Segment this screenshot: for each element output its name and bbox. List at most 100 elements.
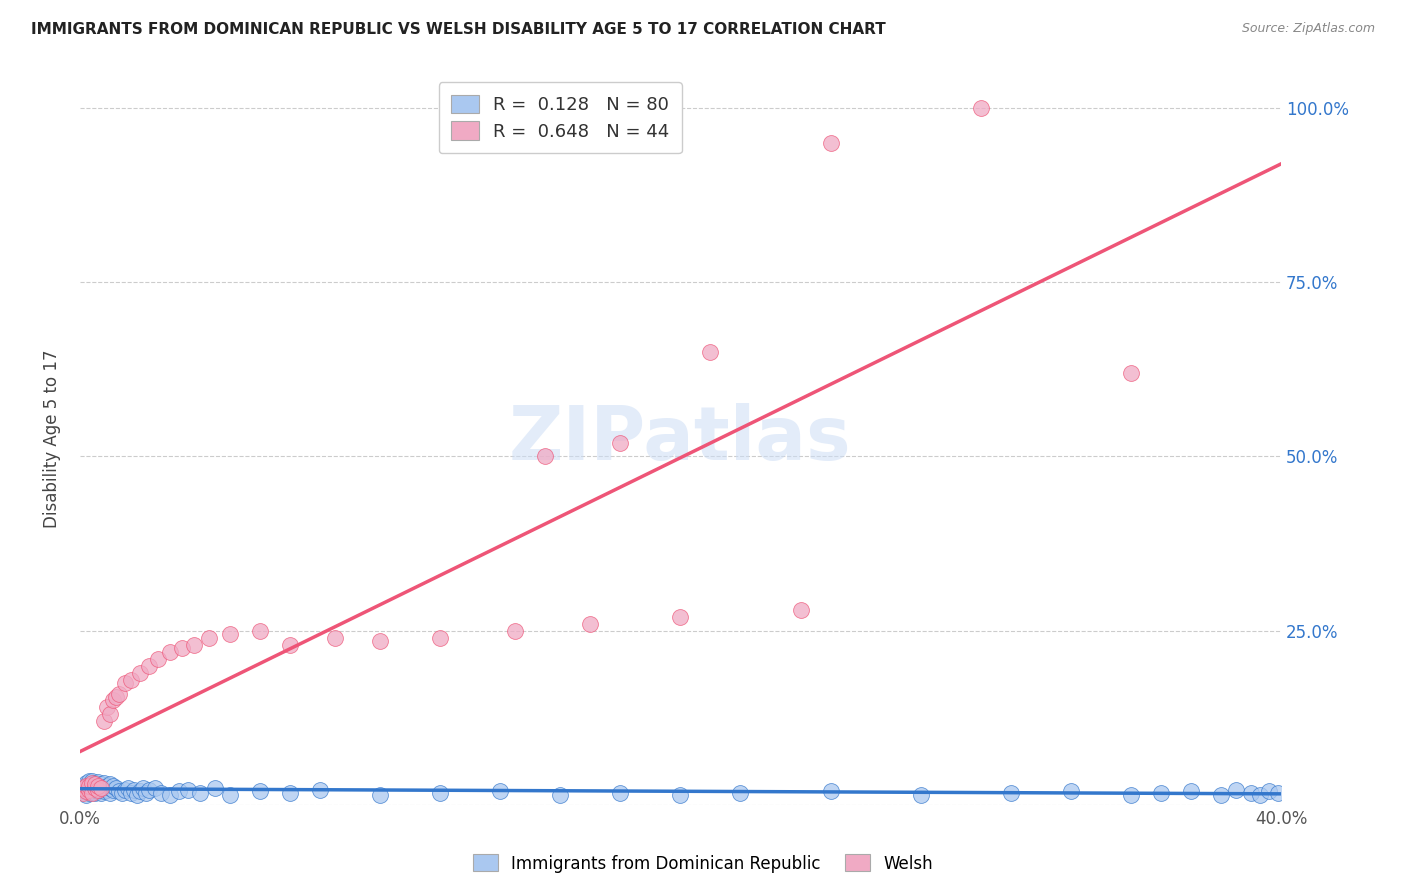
Point [550, 788, 572, 802]
Point [72, 784, 94, 798]
Point [72, 785, 94, 799]
Point [98, 777, 121, 791]
Point [83, 776, 105, 790]
Point [609, 435, 631, 450]
Point [80, 780, 103, 795]
Point [323, 631, 346, 645]
Point [98, 780, 121, 795]
Point [138, 658, 160, 673]
Point [96, 782, 118, 797]
Point [83, 785, 105, 799]
Point [77, 773, 100, 788]
Point [503, 624, 526, 638]
Point [75, 776, 97, 790]
Point [87, 784, 110, 798]
Point [820, 136, 842, 150]
Point [90, 785, 112, 799]
Point [96, 700, 118, 714]
Text: IMMIGRANTS FROM DOMINICAN REPUBLIC VS WELSH DISABILITY AGE 5 TO 17 CORRELATION C: IMMIGRANTS FROM DOMINICAN REPUBLIC VS WE… [31, 22, 886, 37]
Point [98, 785, 121, 799]
Point [730, 785, 752, 799]
Point [77, 782, 100, 797]
Point [188, 785, 211, 799]
Point [75, 779, 97, 793]
Point [87, 775, 110, 789]
Point [146, 651, 169, 665]
Point [83, 780, 105, 795]
Point [138, 782, 160, 797]
Point [83, 779, 105, 793]
Point [87, 779, 110, 793]
Point [75, 782, 97, 797]
Point [970, 101, 993, 115]
Point [132, 780, 155, 795]
Point [204, 780, 226, 795]
Point [93, 714, 115, 729]
Point [1258, 784, 1281, 798]
Point [278, 785, 301, 799]
Legend: R =  0.128   N = 80, R =  0.648   N = 44: R = 0.128 N = 80, R = 0.648 N = 44 [439, 82, 682, 153]
Point [489, 784, 512, 798]
Point [93, 784, 115, 798]
Point [1209, 788, 1232, 802]
Point [77, 782, 100, 797]
Point [159, 645, 181, 659]
Point [114, 782, 136, 797]
Point [910, 788, 932, 802]
Point [114, 676, 136, 690]
Point [77, 779, 100, 793]
Point [87, 779, 110, 793]
Point [820, 784, 842, 798]
Point [149, 785, 172, 799]
Point [177, 782, 200, 797]
Legend: Immigrants from Dominican Republic, Welsh: Immigrants from Dominican Republic, Wels… [465, 847, 941, 880]
Point [108, 784, 131, 798]
Point [80, 776, 103, 790]
Text: Source: ZipAtlas.com: Source: ZipAtlas.com [1241, 22, 1375, 36]
Point [80, 785, 103, 799]
Point [135, 785, 157, 799]
Point [143, 780, 166, 795]
Point [101, 779, 124, 793]
Point [1267, 785, 1289, 799]
Point [104, 780, 127, 795]
Point [96, 779, 118, 793]
Point [77, 780, 100, 795]
Y-axis label: Disability Age 5 to 17: Disability Age 5 to 17 [44, 350, 60, 528]
Point [80, 773, 103, 788]
Point [579, 616, 602, 631]
Point [1225, 782, 1247, 797]
Point [125, 788, 148, 802]
Point [111, 785, 134, 799]
Point [429, 631, 451, 645]
Point [72, 780, 94, 795]
Point [77, 777, 100, 791]
Point [167, 784, 190, 798]
Point [75, 779, 97, 793]
Point [609, 785, 631, 799]
Point [1119, 788, 1142, 802]
Point [77, 785, 100, 799]
Point [249, 784, 271, 798]
Point [669, 788, 692, 802]
Point [1249, 788, 1271, 802]
Point [122, 782, 145, 797]
Point [219, 627, 242, 641]
Point [669, 610, 692, 624]
Point [72, 780, 94, 795]
Point [534, 450, 557, 464]
Point [90, 777, 112, 791]
Point [699, 344, 721, 359]
Point [120, 673, 142, 687]
Point [120, 785, 142, 799]
Point [1060, 784, 1083, 798]
Point [159, 788, 181, 802]
Point [83, 782, 105, 797]
Point [1119, 366, 1142, 380]
Point [101, 782, 124, 797]
Point [108, 686, 131, 700]
Point [98, 707, 121, 722]
Point [219, 788, 242, 802]
Point [198, 631, 221, 645]
Point [90, 782, 112, 797]
